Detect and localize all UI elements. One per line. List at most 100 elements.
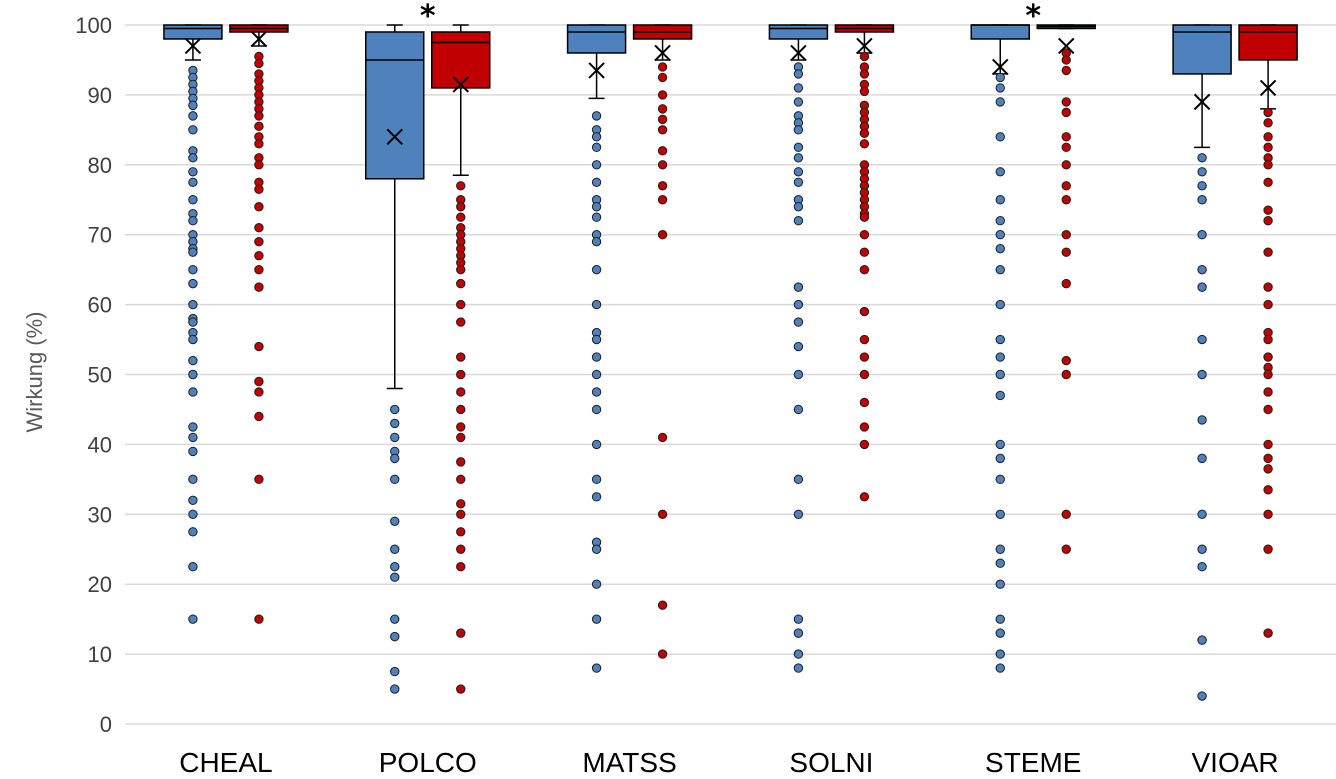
outlier-point [456,527,466,537]
outlier-point [1061,181,1071,191]
outlier-point [657,195,668,205]
outlier-point [188,125,198,135]
outlier-point [793,216,804,226]
outlier-point [859,439,870,450]
outlier-point [188,100,198,111]
outlier-point [1197,181,1207,191]
outlier-point [188,527,198,537]
mean-marker-stroke [452,76,469,93]
outlier-point [793,509,804,519]
outlier-point [1197,415,1207,425]
outlier-point [793,167,804,177]
outlier-point [456,422,466,432]
mean-marker-stroke [1193,93,1211,111]
outlier-point [254,387,264,397]
outlier-point [390,432,400,443]
outlier-point [456,317,466,327]
outlier-point [1263,485,1273,495]
outlier-point [188,177,198,187]
box-red [431,24,491,694]
outlier-point [657,146,668,156]
outlier-point [793,282,804,292]
outlier-point [1263,132,1273,142]
outlier-point [390,684,400,694]
category-label: CHEAL [179,747,272,778]
outlier-point [793,614,804,624]
box-red [1036,24,1096,554]
box-iqr [431,31,491,89]
outlier-point [254,223,264,233]
outlier-point [390,544,400,554]
outlier-point [1263,404,1273,415]
outlier-point [1197,230,1207,240]
outlier-point [188,216,198,226]
outlier-point [1197,282,1207,292]
outlier-point [456,369,466,380]
outlier-point [591,299,602,310]
outlier-point [793,69,804,79]
y-axis-title: Wirkung (%) [22,311,47,432]
outlier-point [188,264,198,275]
outlier-point [995,167,1005,177]
outlier-point [254,411,264,422]
outlier-point [859,352,870,362]
outlier-point [254,341,264,352]
mean-marker-stroke [588,62,605,79]
mean-marker-stroke [790,44,807,62]
outlier-point [1061,160,1071,170]
outlier-point [188,614,198,624]
outlier-point [254,184,264,194]
outlier-point [591,544,602,554]
outlier-point [1061,278,1071,289]
outlier-point [591,212,602,222]
outlier-point [1061,355,1071,366]
outlier-point [1263,247,1273,257]
outlier-point [254,236,264,247]
outlier-point [793,202,804,212]
outlier-point [254,282,264,292]
outlier-point [995,83,1005,93]
outlier-point [456,628,466,638]
outlier-point [995,544,1005,554]
outlier-point [995,453,1005,464]
outlier-point [657,230,668,240]
box-red [632,24,693,659]
mean-marker-stroke [1058,37,1075,55]
mean-marker-stroke [856,37,873,55]
outlier-point [859,212,870,222]
outlier-point [657,649,668,659]
outlier-point [390,631,400,642]
outlier-point [1061,97,1071,107]
y-tick-label: 50 [88,363,112,388]
y-tick-label: 20 [88,572,112,597]
outlier-point [657,62,668,72]
outlier-point [1197,264,1207,275]
outlier-point [188,153,198,163]
outlier-point [254,111,264,121]
outlier-point [188,474,198,485]
outlier-point [390,516,400,526]
outlier-point [793,404,804,415]
outlier-point [188,369,198,380]
mean-marker [790,44,807,62]
outlier-point [995,334,1005,345]
outlier-point [254,250,264,261]
outlier-point [1263,352,1273,362]
mean-marker [250,30,268,48]
y-tick-label: 90 [88,83,112,108]
outlier-point [995,264,1005,275]
y-tick-label: 30 [88,502,112,527]
outlier-point [390,453,400,464]
outlier-point [188,562,198,572]
outlier-point [1197,562,1207,572]
outlier-point [657,160,668,170]
outlier-point [1061,509,1071,519]
outlier-point [390,474,400,485]
outlier-point [1263,628,1273,638]
outlier-point [1263,299,1273,310]
outlier-point [390,666,400,677]
outlier-point [793,125,804,135]
outlier-point [456,509,466,519]
outlier-point [254,58,264,69]
